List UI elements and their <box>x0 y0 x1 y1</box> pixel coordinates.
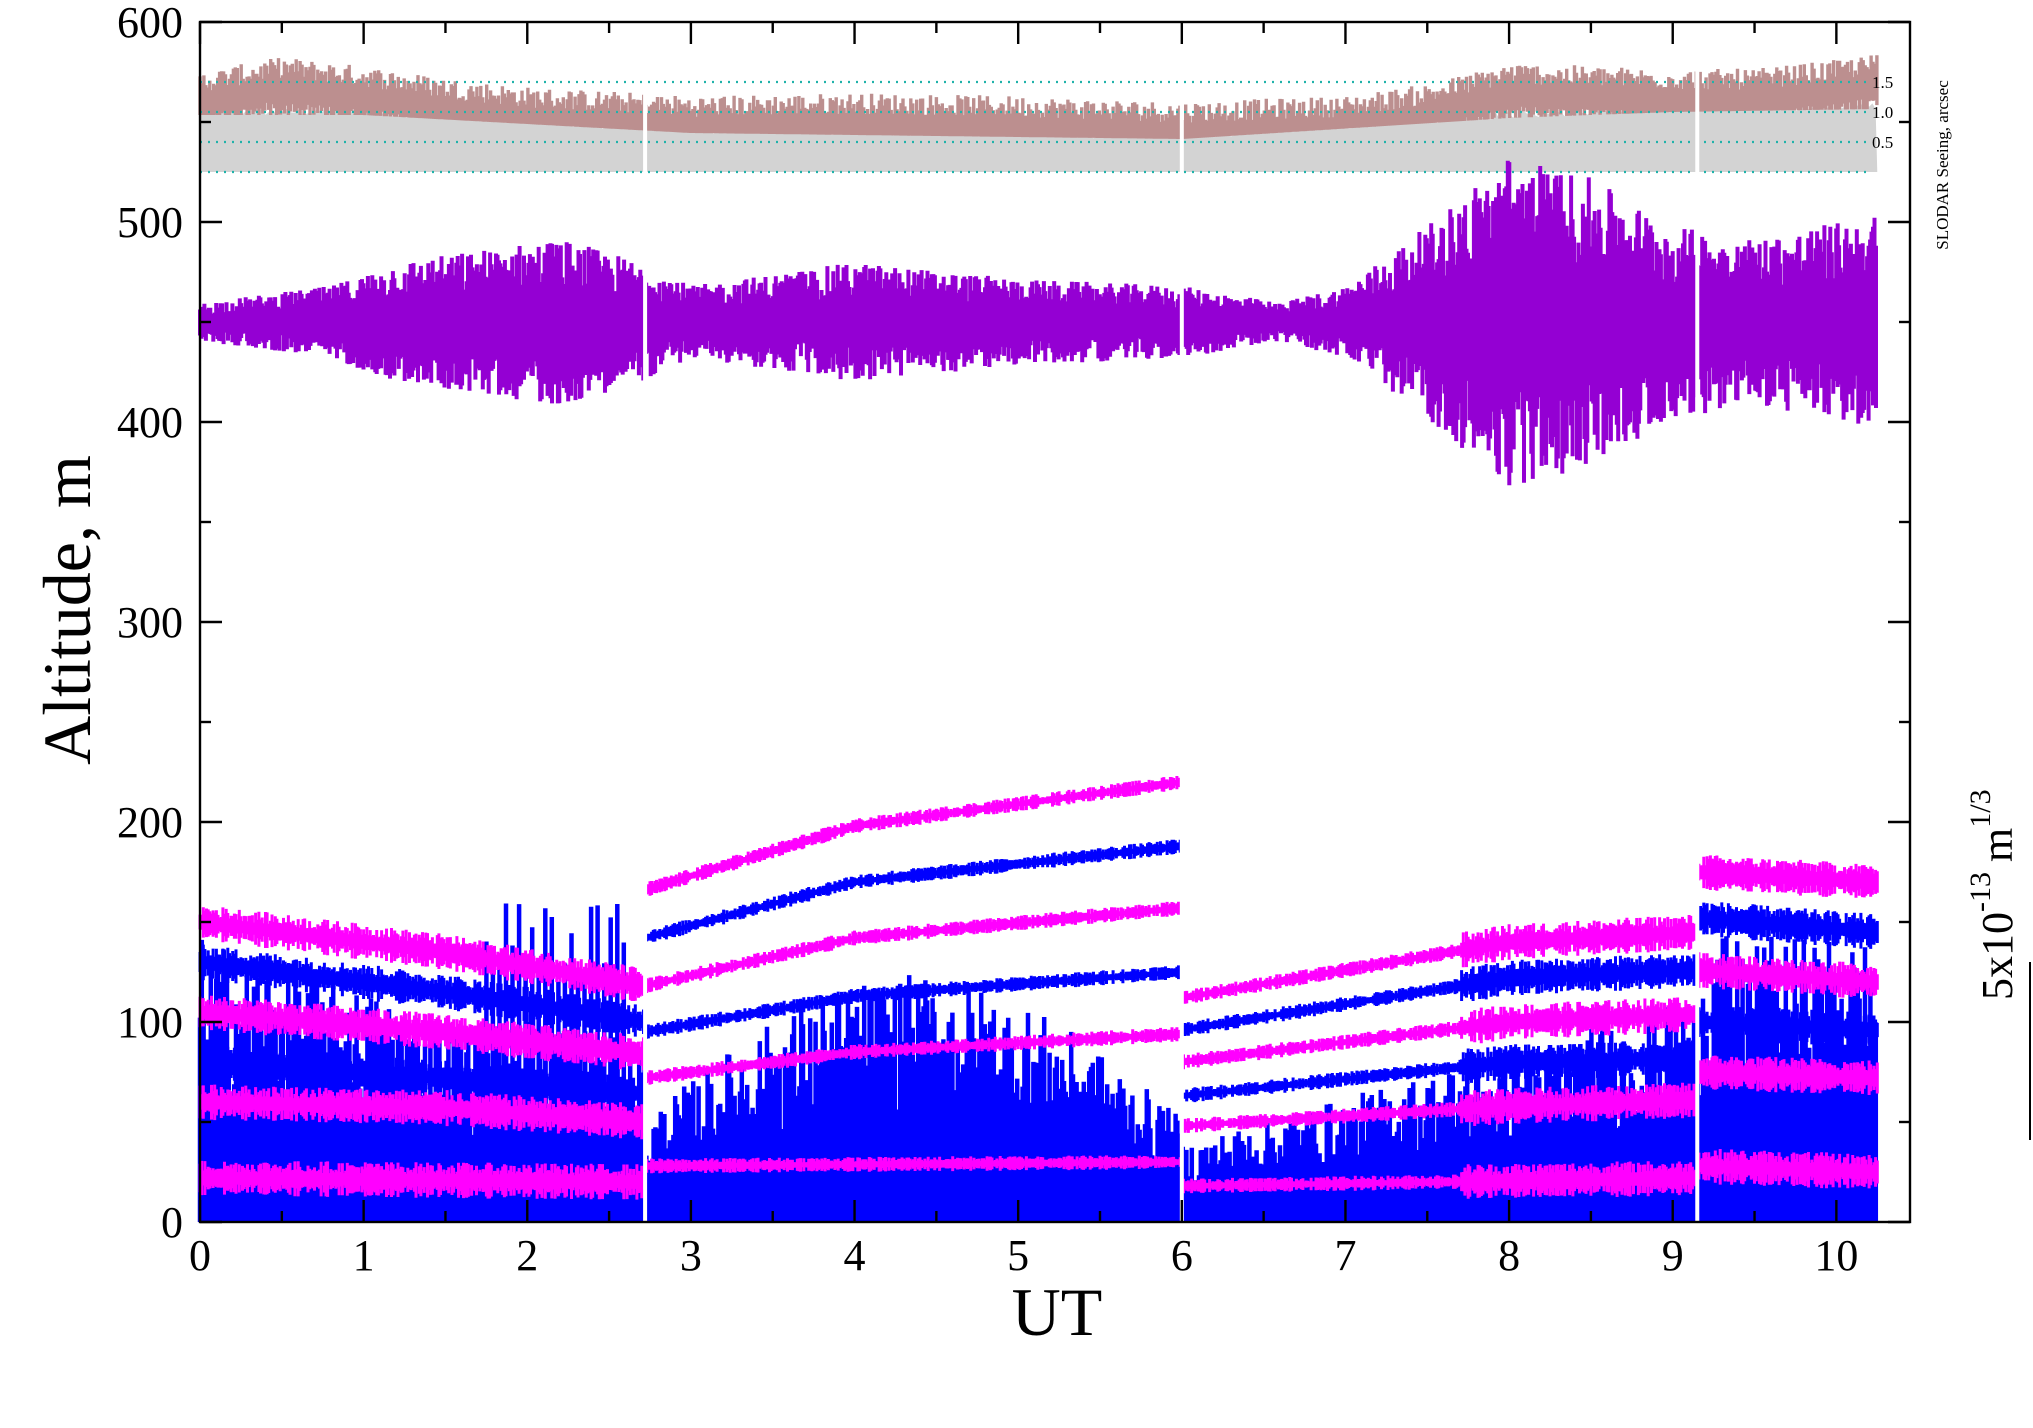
series-4-curve-1 <box>644 1032 1182 1080</box>
x-tick-label: 2 <box>516 1231 538 1280</box>
x-tick-label: 9 <box>1662 1231 1684 1280</box>
x-tick-label: 5 <box>1007 1231 1029 1280</box>
scale-bar-unit: m <box>1973 828 2022 862</box>
seeing-level-label: 0.5 <box>1872 133 1893 152</box>
y-tick-label: 100 <box>117 998 183 1047</box>
series-2-curve-3 <box>1697 968 1878 984</box>
series-3-curve-0 <box>199 1060 646 1096</box>
series-0-curve-0 <box>199 920 646 988</box>
x-tick-label: 6 <box>1171 1231 1193 1280</box>
y-tick-label: 600 <box>117 0 183 47</box>
scale-bar-exponent: -13 <box>1964 872 1997 912</box>
y-tick-label: 200 <box>117 798 183 847</box>
axis-ticks <box>198 20 1910 1224</box>
series-5-curve-2 <box>1181 1176 1698 1188</box>
scale-bar-label: 5x10-13 m1/3 <box>1964 789 2022 1000</box>
segment-gap-2 <box>1695 22 1700 1222</box>
y-tick-label: 0 <box>161 1198 183 1247</box>
series-5-curve-3 <box>1697 1164 1878 1174</box>
x-tick-label: 4 <box>844 1231 866 1280</box>
series-4-curve-3 <box>1697 1070 1878 1080</box>
series-1-curve-3 <box>1697 916 1878 934</box>
segment-gaps <box>643 22 1700 1222</box>
y-tick-label: 300 <box>117 598 183 647</box>
series-0-curve-1 <box>644 780 1183 892</box>
series-1-curve-0 <box>199 960 646 1024</box>
x-tick-label: 8 <box>1498 1231 1520 1280</box>
series-4-curve-2 <box>1181 1098 1698 1128</box>
seeing-axis-title: SLODAR Seeing, arcsec <box>1933 80 1952 250</box>
y-tick-label: 500 <box>117 198 183 247</box>
x-tick-label: 7 <box>1334 1231 1356 1280</box>
x-axis-title: UT <box>1012 1274 1103 1350</box>
scale-bar-base: 5x10 <box>1973 912 2022 1000</box>
y-tick-label: 400 <box>117 398 183 447</box>
series-2-curve-1 <box>644 906 1183 988</box>
series-1-curve-2 <box>1181 968 1698 1032</box>
segment-gap-0 <box>643 22 648 1222</box>
series-3-curve-2 <box>1181 1056 1698 1098</box>
series-5-curve-1 <box>645 1160 1182 1168</box>
series-2-curve-2 <box>1181 1012 1698 1064</box>
seeing-level-label: 1.0 <box>1872 103 1893 122</box>
x-tick-label: 0 <box>189 1231 211 1280</box>
series-0-curve-3 <box>1697 870 1878 884</box>
series-2-curve-0 <box>199 1010 646 1056</box>
y-axis-title: Altitude, m <box>29 455 105 765</box>
series-0 <box>198 776 1879 1004</box>
series-4-curve-0 <box>200 1100 646 1124</box>
scale-bar-unit-exponent: 1/3 <box>1964 789 1997 827</box>
series-2 <box>198 901 1879 1071</box>
x-tick-label: 1 <box>353 1231 375 1280</box>
series-5-curve-0 <box>200 1176 646 1184</box>
x-tick-label: 3 <box>680 1231 702 1280</box>
series-1-curve-1 <box>644 844 1183 940</box>
segment-gap-1 <box>1179 22 1184 1222</box>
series-1 <box>198 839 1879 1037</box>
x-tick-label: 10 <box>1814 1231 1858 1280</box>
series-3-curve-3 <box>1697 1020 1878 1032</box>
series-0-curve-2 <box>1181 930 1698 1000</box>
seeing-level-label: 1.5 <box>1872 73 1893 92</box>
series-3-curve-1 <box>644 970 1182 1034</box>
scale-bar: 5x10-13 m1/3 <box>1964 789 2031 1140</box>
series-layer <box>198 776 1879 1200</box>
series-3 <box>198 965 1879 1111</box>
